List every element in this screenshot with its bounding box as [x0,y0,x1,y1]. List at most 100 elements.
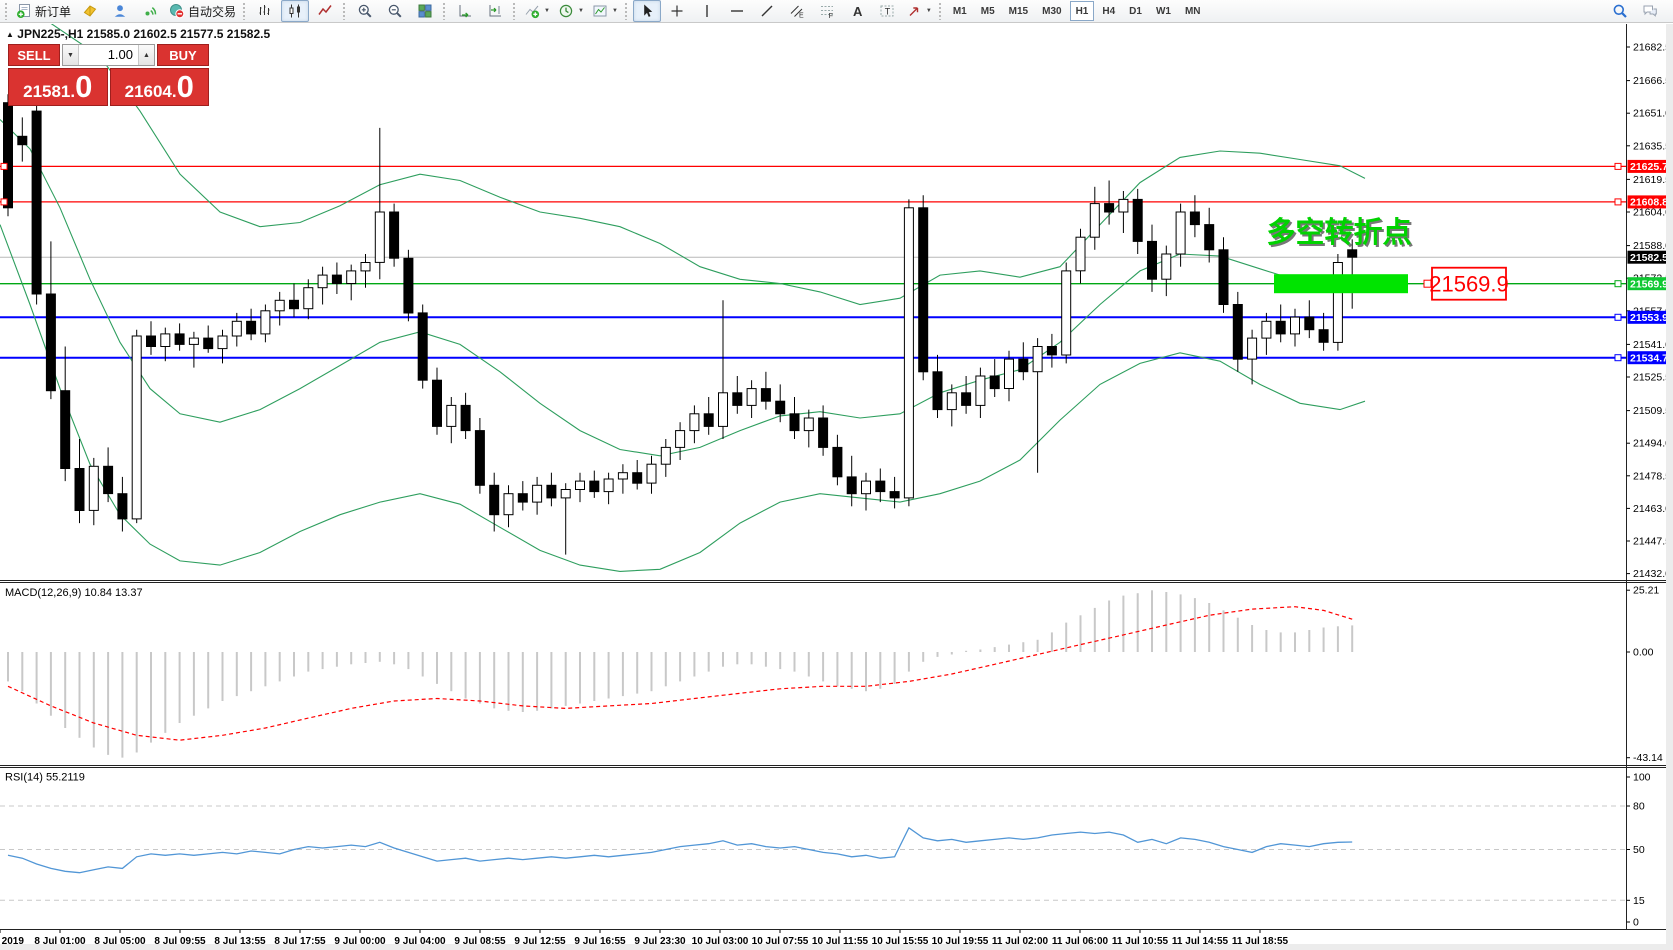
channel-button[interactable]: E [783,0,811,22]
price-axis[interactable]: 21682.5 21666.5 21651.0 21635.5 21619.5 21604… [1626,42,1672,581]
templates-button[interactable]: ▼ [589,0,621,22]
svg-text:E: E [799,13,804,20]
chart-shift-button[interactable] [481,0,509,22]
candle [446,404,457,427]
arrows-button[interactable]: ▼ [903,0,935,22]
volume-decrease-icon[interactable]: ▼ [63,45,79,65]
sell-button[interactable]: SELL [8,44,60,66]
crosshair-button[interactable] [663,0,691,22]
buy-price-display[interactable]: 21604. 0 [109,68,209,106]
toolbar-grip[interactable] [442,2,448,20]
candle [31,110,42,295]
timeframe-w1[interactable]: W1 [1155,5,1171,17]
cursor-button[interactable] [632,0,661,22]
timeframe-m1[interactable]: M1 [952,5,967,17]
price-badge-21553.9: 21553.9 [1630,312,1668,324]
auto-scroll-icon [459,5,472,18]
timeframe-h4[interactable]: H4 [1102,5,1116,17]
timeframe-m5[interactable]: M5 [980,5,995,17]
timeframe-m30[interactable]: M30 [1042,5,1062,17]
toolbar-group-chart-types [250,0,340,22]
candle [918,207,929,373]
horizontal-line-button[interactable] [723,0,751,22]
vertical-line-button[interactable] [693,0,721,22]
label-icon: T [880,5,894,17]
zoom-out-button[interactable] [381,0,409,22]
toolbar-grip[interactable] [937,2,943,20]
volume-input[interactable]: 1.00 [107,47,133,62]
candle [1247,337,1258,360]
metaeditor-button[interactable] [76,0,104,22]
candle [360,262,371,272]
candle [1304,316,1315,331]
tile-windows-button[interactable] [411,0,439,22]
time-axis[interactable]: 5 Jul 2019 8 Jul 01:00 8 Jul 05:00 8 Jul 09… [0,930,1289,947]
price-badge-21534.7: 21534.7 [1630,353,1668,365]
dropdown-caret-icon[interactable]: ▼ [611,8,618,14]
chart-collapse-icon[interactable]: ▲ [6,30,14,39]
price-callout[interactable]: 21569.9 [1423,266,1509,301]
signals-button[interactable] [136,0,164,22]
line-handles[interactable] [0,162,1622,362]
trendline-button[interactable] [753,0,781,22]
chat-button[interactable] [1636,0,1664,22]
timeframe-h1[interactable]: H1 [1069,1,1095,21]
timeframe-d1[interactable]: D1 [1129,5,1142,17]
y-axis-tick: 21588.0 [1633,240,1671,252]
volume-increase-icon[interactable]: ▲ [138,45,154,65]
periods-button[interactable]: ▼ [555,0,587,22]
chart-window[interactable]: 多空转折点 多空转折点 21569.9 21682.5 21666.5 21651.0 21… [0,24,1673,950]
timeframe-m15[interactable]: M15 [1008,5,1029,17]
price-badge-21582.5: 21582.5 [1630,252,1668,264]
candle [803,417,814,432]
candle [331,274,342,285]
time-axis-label: 8 Jul 13:55 [214,936,266,947]
candle [460,404,471,432]
channel-icon: E [790,5,804,20]
new-order-button[interactable]: 新订单 [13,0,74,22]
autotrading-button[interactable]: 自动交易 [166,0,239,22]
rsi-axis-tick: 100 [1633,772,1651,784]
line-chart-button[interactable] [311,0,339,22]
timeframe-mn[interactable]: MN [1184,5,1201,17]
rsi-axis[interactable]: 100 80 50 15 0 [1626,772,1651,929]
text-button[interactable]: A [843,0,871,22]
indicators-button[interactable]: ▼ [521,0,553,22]
toolbar-grip[interactable] [512,2,518,20]
toolbar-grip[interactable] [242,2,248,20]
candle [303,287,314,310]
candles-layer [3,94,1358,555]
toolbar-group-zoom [350,0,440,22]
candle [117,493,128,520]
auto-scroll-button[interactable] [451,0,479,22]
candle [1218,249,1229,306]
community-button[interactable] [106,0,134,22]
candlestick-button[interactable] [281,0,310,22]
candle [1032,346,1043,373]
bar-chart-button[interactable] [251,0,279,22]
green-zone-rect[interactable] [1274,274,1408,294]
search-button[interactable] [1606,0,1634,22]
sell-price-display[interactable]: 21581. 0 [8,68,108,106]
svg-text:A: A [853,4,863,19]
macd-axis-tick: 25.21 [1633,585,1659,597]
label-button[interactable]: T [873,0,901,22]
dropdown-caret-icon[interactable]: ▼ [925,8,932,14]
fibonacci-button[interactable]: F [813,0,841,22]
toolbar-grip[interactable] [4,2,9,20]
toolbar-grip[interactable] [623,2,629,20]
dropdown-caret-icon[interactable]: ▼ [577,8,584,14]
candle [975,375,986,406]
candle [1232,304,1243,360]
candle [589,480,600,493]
dropdown-caret-icon[interactable]: ▼ [544,8,550,14]
buy-button[interactable]: BUY [157,44,209,66]
toolbar-group-standard: 新订单 自动交易 [12,0,240,22]
candle [1175,211,1186,255]
macd-axis[interactable]: 25.21 0.00 -43.14 [1626,585,1663,765]
zoom-in-button[interactable] [351,0,379,22]
toolbar-grip[interactable] [342,2,348,20]
buy-price-dot: . [171,82,177,101]
